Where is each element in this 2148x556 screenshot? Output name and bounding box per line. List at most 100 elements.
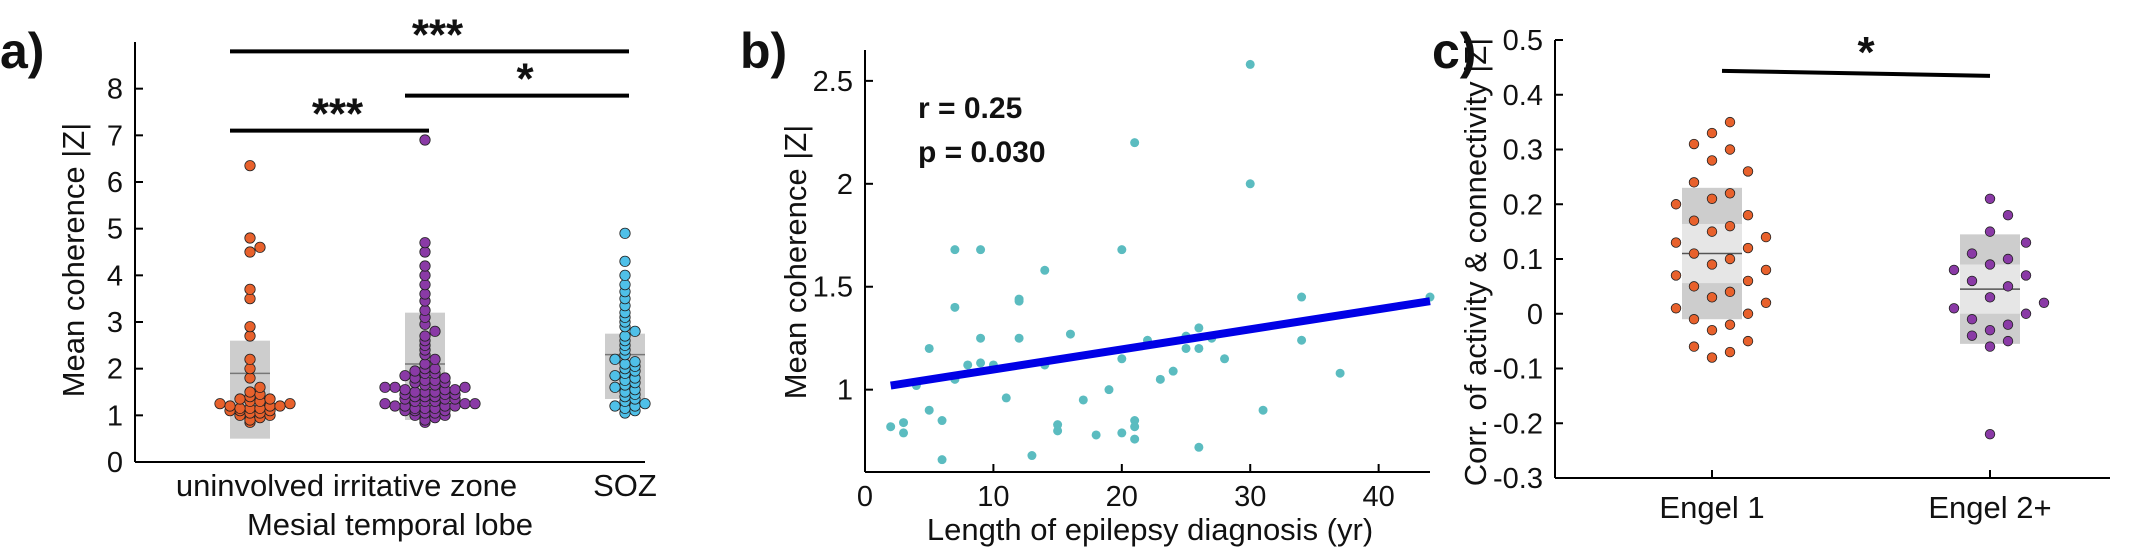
y-tick-label: 1.5 xyxy=(813,272,853,304)
data-point xyxy=(1245,179,1255,189)
data-point xyxy=(254,381,266,393)
data-point xyxy=(976,245,986,255)
data-point xyxy=(950,302,960,312)
data-point xyxy=(619,330,631,342)
data-point xyxy=(2002,319,2014,330)
x-axis-label: Length of epilepsy diagnosis (yr) xyxy=(927,512,1373,547)
data-point xyxy=(1724,220,1736,232)
data-point xyxy=(244,321,256,333)
data-point xyxy=(1760,297,1772,309)
x-tick-label: 10 xyxy=(977,481,1009,513)
x-tick-label: uninvolved xyxy=(176,468,324,503)
data-point xyxy=(419,237,431,249)
data-point xyxy=(1688,215,1700,226)
data-point xyxy=(1335,368,1345,378)
y-tick-label: 2.5 xyxy=(813,66,853,98)
data-point xyxy=(619,227,631,239)
data-point xyxy=(1742,308,1754,319)
data-point xyxy=(1670,270,1682,281)
panel-a-letter: a) xyxy=(0,23,44,79)
y-tick-label: 6 xyxy=(107,167,123,199)
data-point xyxy=(244,386,256,398)
data-point xyxy=(419,260,431,272)
y-tick-label: -0.1 xyxy=(1493,354,1543,386)
data-point xyxy=(459,381,471,393)
data-point xyxy=(244,363,256,375)
data-point xyxy=(1948,264,1960,276)
data-point xyxy=(1130,416,1140,426)
data-point xyxy=(619,279,631,291)
data-point xyxy=(1724,253,1736,265)
data-point xyxy=(609,400,621,412)
data-point xyxy=(1194,323,1204,333)
data-point xyxy=(1670,303,1682,314)
panel-c-letter: c) xyxy=(1432,23,1476,79)
data-point xyxy=(1984,193,1996,204)
y-tick-label: 1 xyxy=(837,375,853,407)
data-point xyxy=(1742,242,1754,254)
data-point xyxy=(609,353,621,365)
y-tick-label: 0.4 xyxy=(1503,80,1543,112)
x-tick-label: Engel 1 xyxy=(1659,490,1764,525)
data-point xyxy=(399,370,411,382)
data-point xyxy=(1760,264,1772,276)
data-point xyxy=(937,416,947,426)
y-axis-label: Mean coherence |Z| xyxy=(56,123,91,398)
data-point xyxy=(419,330,431,342)
data-point xyxy=(419,269,431,281)
data-point xyxy=(399,384,411,396)
data-point xyxy=(1984,292,1996,303)
data-point xyxy=(459,398,471,410)
data-point xyxy=(419,304,431,316)
data-point xyxy=(1706,259,1718,270)
data-point xyxy=(2020,237,2032,248)
data-point xyxy=(1724,346,1736,358)
data-point xyxy=(899,418,909,428)
y-tick-label: -0.3 xyxy=(1493,463,1543,495)
data-point xyxy=(379,398,391,410)
y-tick-label: 7 xyxy=(107,120,123,152)
x-tick-label: 20 xyxy=(1106,481,1138,513)
data-point xyxy=(609,370,621,382)
y-tick-label: 0.3 xyxy=(1503,135,1543,167)
data-point xyxy=(1091,430,1101,440)
data-point xyxy=(1245,59,1255,69)
data-point xyxy=(1053,426,1063,436)
data-point xyxy=(1706,226,1718,237)
data-point xyxy=(1688,177,1700,188)
y-tick-label: 5 xyxy=(107,214,123,246)
data-point xyxy=(2020,308,2032,319)
y-axis-label: Mean coherence |Z| xyxy=(778,125,813,400)
data-point xyxy=(619,269,631,281)
data-point xyxy=(1742,209,1754,221)
data-point xyxy=(1258,405,1268,415)
data-point xyxy=(1724,144,1736,155)
data-point xyxy=(1948,303,1960,314)
data-point xyxy=(1130,422,1140,432)
data-point xyxy=(419,288,431,300)
data-point xyxy=(1742,166,1754,177)
data-point xyxy=(1297,292,1307,302)
data-point xyxy=(429,353,441,365)
data-point xyxy=(1117,428,1127,438)
data-point xyxy=(2002,335,2014,347)
data-point xyxy=(1724,286,1736,298)
data-point xyxy=(389,381,401,393)
data-point xyxy=(234,402,246,414)
data-point xyxy=(1130,138,1140,148)
y-tick-label: -0.2 xyxy=(1493,408,1543,440)
data-point xyxy=(244,372,256,384)
p-value-annotation: p = 0.030 xyxy=(918,136,1046,169)
data-point xyxy=(244,283,256,295)
data-point xyxy=(1706,324,1718,336)
data-point xyxy=(950,245,960,255)
data-point xyxy=(1014,333,1024,343)
data-point xyxy=(419,246,431,258)
data-point xyxy=(244,353,256,365)
panel-c: c) -0.3 -0.2 -0.1 0 0.1 0.2 0.3 0.4 0.5 Engel 1 Eng… xyxy=(1432,23,2110,525)
regression-line xyxy=(890,297,1431,390)
data-point xyxy=(1724,188,1736,199)
data-point xyxy=(1706,352,1718,363)
data-point xyxy=(1706,193,1718,204)
